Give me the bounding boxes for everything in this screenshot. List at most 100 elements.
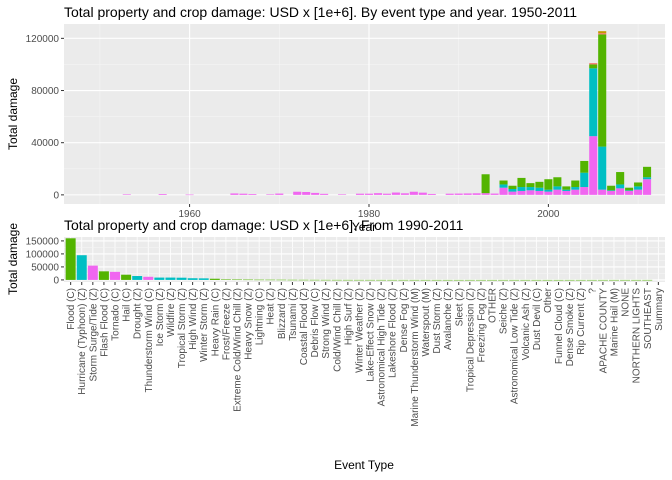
chart2-x-tick-label: Tornado (C) xyxy=(111,288,122,341)
chart2-bar xyxy=(342,279,353,281)
chart1-bar-segment xyxy=(589,64,598,69)
chart1-bar-segment xyxy=(481,193,490,195)
chart2-bar xyxy=(320,279,331,281)
chart2-x-tick-label: Marine Hail (M) xyxy=(609,288,620,356)
chart1-bar-segment xyxy=(400,193,409,195)
chart1-bar-segment xyxy=(535,190,544,195)
chart2-bar xyxy=(98,271,109,280)
chart2-bar xyxy=(209,278,220,280)
chart1-bar-segment xyxy=(158,194,167,195)
chart1-bar-segment xyxy=(589,63,598,65)
chart1-bar-segment xyxy=(526,187,535,191)
chart1-bar-segment xyxy=(499,184,508,188)
chart2-bar xyxy=(475,279,486,281)
chart2-gridlines xyxy=(64,237,665,282)
chart2-x-tick-label: Heavy Rain (C) xyxy=(210,288,221,356)
chart1-bar-segment xyxy=(526,183,535,188)
chart2-x-tick-label: Extreme Cold/Wind Chill (Z) xyxy=(232,288,243,412)
chart2-x-tick-label: Dust Storm (Z) xyxy=(432,288,443,354)
chart1-bar-segment xyxy=(338,194,347,195)
chart1-bar-segment xyxy=(562,186,571,190)
chart1-bar-segment xyxy=(634,182,643,187)
chart1-x-tick-label: 1960 xyxy=(178,209,201,220)
chart1-bar-segment xyxy=(275,193,284,195)
chart2-bar xyxy=(464,279,475,281)
chart2-x-tick-label: APACHE COUNTY xyxy=(598,288,609,374)
chart2-bar xyxy=(609,279,619,281)
chart1-bar-segment xyxy=(616,188,625,195)
chart2-bar xyxy=(365,279,376,281)
chart1-bar-segment xyxy=(544,191,553,195)
chart2-bar xyxy=(387,279,398,281)
chart1-y-tick-label: 80000 xyxy=(31,86,59,97)
chart2-bar xyxy=(331,279,342,281)
chart2-bar xyxy=(231,279,242,281)
chart1-bar-segment xyxy=(616,184,625,189)
chart1-bar-segment xyxy=(239,193,248,195)
chart1-y-tick-label: 120000 xyxy=(26,34,60,45)
chart2-x-tick-label: Hail (C) xyxy=(122,288,133,322)
chart1-bar-segment xyxy=(553,177,562,187)
chart2-x-axis-label: Event Type xyxy=(334,458,394,472)
chart1-bar-segment xyxy=(598,31,607,34)
chart2-y-tick-label: 150000 xyxy=(26,236,60,247)
chart1-y-tick-label: 40000 xyxy=(31,138,59,149)
chart2-bar xyxy=(265,279,276,281)
chart2-bar xyxy=(398,279,409,281)
chart1-bar-segment xyxy=(580,172,589,188)
chart2-bar xyxy=(564,279,575,281)
chart1-bar-segment xyxy=(472,193,481,195)
chart1-bar-segment xyxy=(544,179,553,190)
chart1-bar-segment xyxy=(607,190,616,195)
chart1-bar-segment xyxy=(445,193,454,195)
chart1-bar-segment xyxy=(517,190,526,195)
chart2-panel xyxy=(64,237,665,282)
chart2-bar xyxy=(287,279,298,281)
chart1-bar-segment xyxy=(266,194,275,195)
chart2-bar xyxy=(276,279,287,281)
chart2-x-tick-label: Tropical Storm (Z) xyxy=(177,288,188,368)
chart2-x-tick-label: Rip Current (Z) xyxy=(576,288,587,355)
chart1-x-tick-label: 2000 xyxy=(537,209,560,220)
chart1-y-tick-label: 0 xyxy=(53,190,59,201)
chart1-bar-segment xyxy=(355,193,365,195)
chart1-bar-segment xyxy=(571,180,580,188)
chart1-bar-segment xyxy=(607,190,616,191)
chart1-bar-segment xyxy=(634,189,643,195)
chart2-x-tick-label: Lakeshore Flood (Z) xyxy=(388,288,399,378)
chart2-x-tick-label: Coastal Flood (Z) xyxy=(299,288,310,365)
chart1-bar-segment xyxy=(571,187,580,190)
chart2-x-tick-label: Lake-Effect Snow (Z) xyxy=(366,288,377,382)
chart2-x-tick-label: High Surf (Z) xyxy=(343,288,354,345)
chart2-x-tick-label: Volcanic Ash (Z) xyxy=(521,288,532,360)
chart1-bar-segment xyxy=(553,189,562,195)
chart1-bar-segment xyxy=(382,193,391,195)
chart2-x-tick-label: Lightning (C) xyxy=(255,288,266,345)
chart1-bar-segment xyxy=(311,192,320,195)
chart1-panel xyxy=(64,24,665,204)
chart2-y-tick-label: 100000 xyxy=(26,249,60,260)
chart1-bar-segment xyxy=(391,192,400,195)
chart1-bar-segment xyxy=(320,193,329,195)
chart1-bar-segment xyxy=(508,185,517,189)
chart2-y-tick-label: 50000 xyxy=(31,262,59,273)
chart1-bar-segment xyxy=(418,192,427,195)
chart1-bar-segment xyxy=(535,181,544,188)
chart2-bar xyxy=(65,238,76,280)
chart2-bar xyxy=(431,279,442,281)
chart1-bar-segment xyxy=(571,189,580,195)
chart1-bar-segment xyxy=(499,180,508,185)
chart2-bar xyxy=(520,279,531,281)
chart2-x-tick-label: Dense Smoke (Z) xyxy=(565,288,576,366)
chart2-bar xyxy=(620,279,631,281)
chart2-bar xyxy=(132,276,143,280)
chart2-bar xyxy=(110,271,120,280)
chart2-bar xyxy=(597,279,608,281)
chart2-bar xyxy=(420,279,431,281)
chart1-bar-segment xyxy=(553,186,562,190)
chart1-bar-segment xyxy=(607,185,616,191)
chart2-bar xyxy=(553,279,564,281)
chart1-bar-segment xyxy=(409,191,418,195)
chart1-bar-segment xyxy=(643,177,652,180)
